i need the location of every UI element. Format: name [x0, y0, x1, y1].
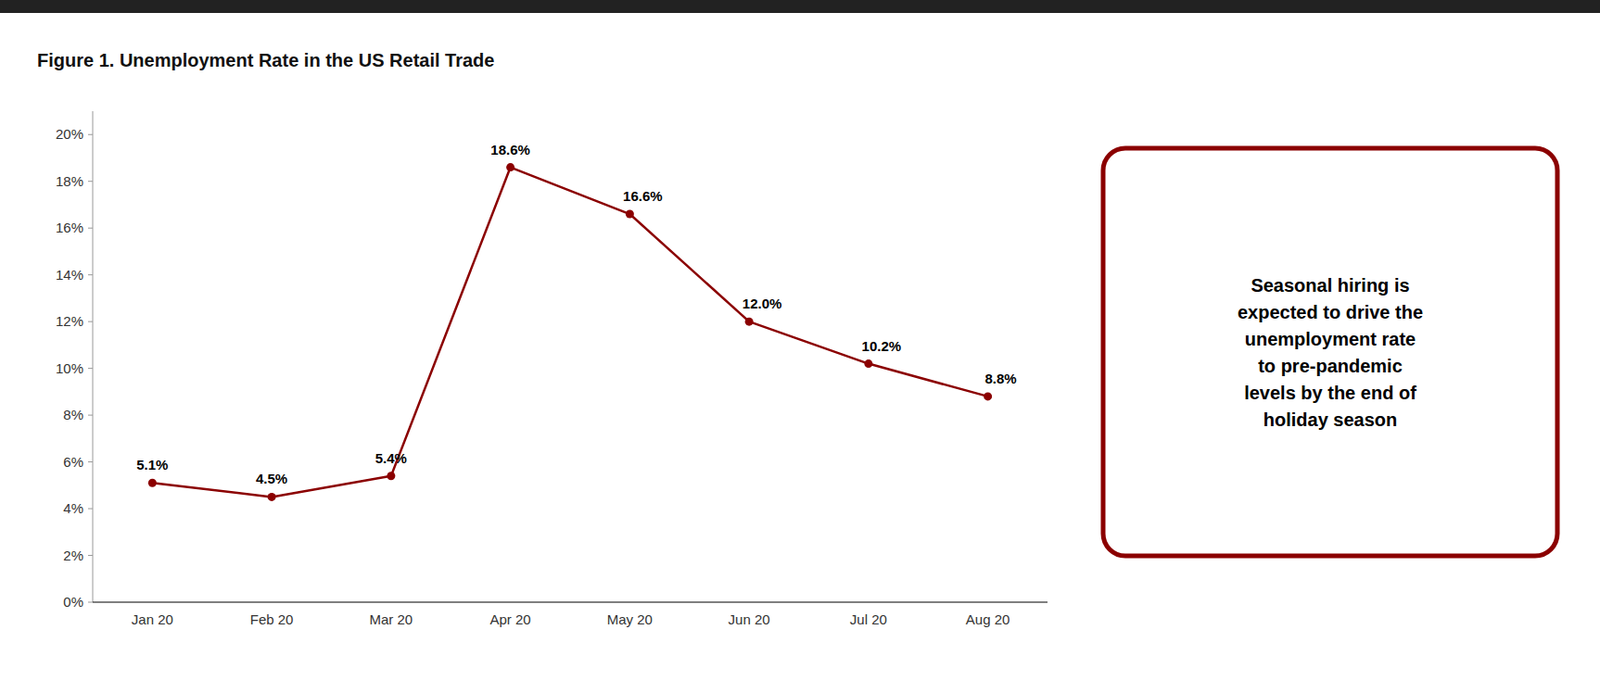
plot-data [148, 163, 992, 502]
marker [386, 471, 395, 481]
top-bar [0, 0, 1600, 13]
data-label: 16.6% [622, 188, 663, 204]
y-tick [88, 180, 93, 182]
x-tick-label: Jan 20 [131, 611, 174, 628]
line [152, 167, 988, 498]
x-tick-label: Feb 20 [250, 611, 294, 628]
y-tick [88, 555, 93, 557]
data-label: 5.1% [136, 457, 168, 473]
marker [625, 210, 635, 219]
y-tick-label: 20% [55, 126, 84, 142]
data-label: 8.8% [985, 370, 1017, 387]
y-tick [88, 415, 93, 417]
annotation-line: levels by the end of [1244, 382, 1417, 404]
annotation-line: unemployment rate [1244, 329, 1416, 350]
annotation-line: expected to drive the [1237, 302, 1423, 323]
marker [745, 317, 754, 327]
y-tick-label: 4% [63, 500, 84, 517]
x-tick-label: Jun 20 [728, 611, 771, 628]
annotation-box [1103, 148, 1558, 557]
x-axis-line [92, 601, 1048, 603]
y-tick [88, 368, 93, 369]
x-tick-label: Jul 20 [850, 611, 888, 628]
data-label: 4.5% [255, 470, 288, 487]
data-label: 18.6% [490, 141, 531, 158]
annotation-line: Seasonal hiring is [1250, 275, 1410, 296]
y-axis-line [92, 111, 94, 603]
marker [267, 493, 277, 502]
x-tick-label: Apr 20 [490, 611, 532, 628]
y-tick-label: 10% [55, 360, 84, 377]
y-tick [88, 134, 93, 136]
y-tick [88, 228, 93, 229]
marker [506, 163, 515, 172]
data-label: 10.2% [862, 338, 902, 355]
y-tick [88, 602, 93, 604]
chart: Figure 1. Unemployment Rate in the US Re… [0, 0, 1600, 680]
y-tick [88, 274, 93, 276]
marker [863, 359, 873, 369]
y-tick-label: 14% [55, 266, 84, 283]
annotation-line: to pre-pandemic [1257, 355, 1403, 377]
x-tick-label: Aug 20 [965, 611, 1011, 628]
marker [983, 392, 992, 401]
y-tick-label: 18% [55, 173, 84, 190]
y-tick-label: 2% [63, 547, 84, 564]
x-tick-label: Mar 20 [369, 611, 414, 628]
annotation-line: holiday season [1263, 409, 1398, 431]
y-tick [88, 321, 93, 323]
y-tick [88, 461, 93, 463]
annotation: Seasonal hiring is expected to drive the u… [1237, 275, 1423, 431]
data-label: 12.0% [742, 295, 783, 312]
data-label: 5.4% [375, 450, 407, 467]
title: Figure 1. Unemployment Rate in the US Re… [37, 50, 495, 71]
y-tick-label: 6% [63, 454, 84, 470]
y-tick [88, 508, 93, 510]
x-tick-label: May 20 [607, 611, 653, 628]
marker [148, 479, 157, 488]
y-tick-label: 12% [55, 313, 84, 330]
y-tick-label: 16% [55, 219, 84, 236]
y-tick-label: 8% [63, 406, 84, 423]
y-tick-label: 0% [63, 594, 84, 610]
